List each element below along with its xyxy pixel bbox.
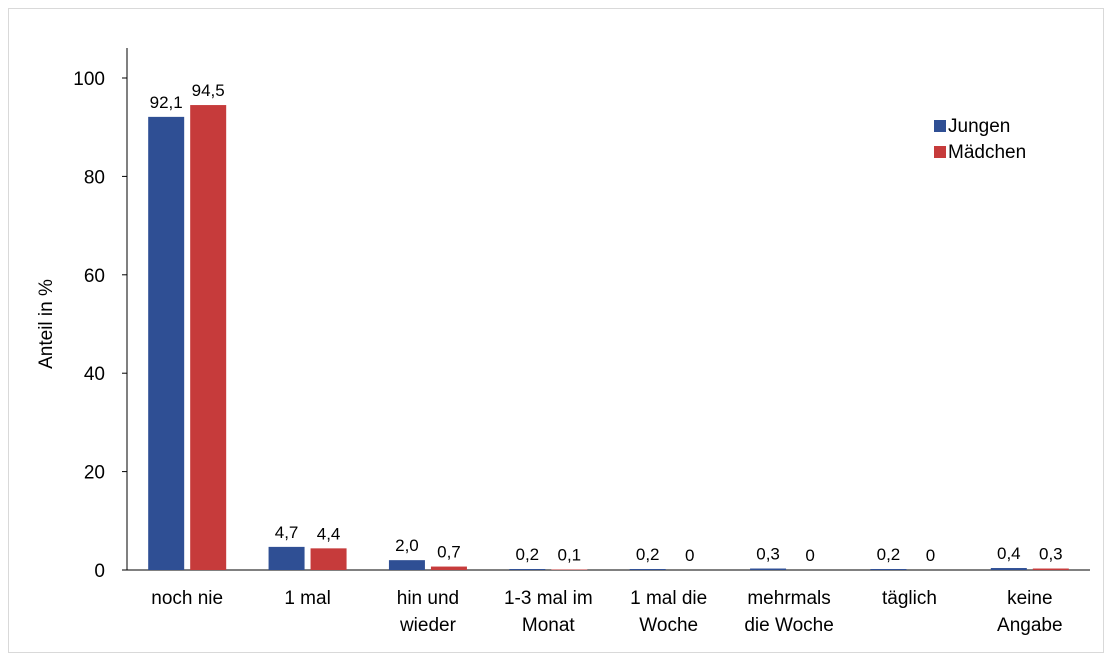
bar-jungen xyxy=(990,568,1027,570)
bar-maedchen xyxy=(1032,568,1069,570)
y-axis-label: Anteil in % xyxy=(36,279,57,369)
data-label: 0,2 xyxy=(877,545,901,564)
category-label: mehrmals die Woche xyxy=(744,588,833,636)
y-tick-label: 80 xyxy=(84,167,105,188)
legend-label: Mädchen xyxy=(948,142,1026,163)
bar-jungen xyxy=(509,569,546,570)
data-label: 0,7 xyxy=(437,543,461,562)
category-label: 1 mal xyxy=(284,588,330,609)
category-label: 1 mal die Woche xyxy=(630,588,707,636)
data-label: 0 xyxy=(685,546,694,565)
bar-jungen xyxy=(148,116,185,571)
bar-jungen xyxy=(870,569,907,570)
data-label: 0 xyxy=(926,546,935,565)
bar-maedchen xyxy=(430,566,467,570)
data-label: 0,3 xyxy=(756,545,780,564)
category-label: keine Angabe xyxy=(997,588,1063,636)
data-label: 94,5 xyxy=(192,81,225,100)
data-labels: 92,1 94,5 4,7 4,4 2,0 0,7 0,2 0,1 0,2 0 0,3 0 0,2 0 0,… xyxy=(150,81,1063,565)
category-label: hin und wieder xyxy=(397,588,459,636)
data-label: 0,3 xyxy=(1039,545,1063,564)
legend: Jungen Mädchen xyxy=(934,116,1026,163)
legend-label: Jungen xyxy=(948,116,1010,137)
bar-maedchen xyxy=(310,548,347,570)
category-label: 1-3 mal im Monat xyxy=(504,588,593,636)
data-label: 92,1 xyxy=(150,93,183,112)
category-labels: noch nie 1 mal hin und wieder 1-3 mal im Mona… xyxy=(151,588,1062,636)
data-label: 4,4 xyxy=(317,524,341,543)
data-label: 0,2 xyxy=(636,545,660,564)
data-label: 0 xyxy=(805,546,814,565)
legend-swatch xyxy=(934,120,946,132)
data-label: 0,2 xyxy=(515,545,539,564)
bar-maedchen xyxy=(190,105,227,570)
y-tick-label: 20 xyxy=(84,463,105,484)
y-tick-label: 0 xyxy=(94,561,105,582)
data-label: 0,4 xyxy=(997,544,1021,563)
bars xyxy=(148,105,1069,571)
data-label: 4,7 xyxy=(275,523,299,542)
bar-jungen xyxy=(268,546,305,570)
y-tick-label: 60 xyxy=(84,266,105,287)
data-label: 0,1 xyxy=(557,546,581,565)
bar-jungen xyxy=(750,568,787,570)
bar-jungen xyxy=(629,569,666,570)
y-tick-label: 100 xyxy=(73,69,105,90)
category-label: täglich xyxy=(882,588,937,609)
bar-jungen xyxy=(388,560,425,570)
y-tick-label: 40 xyxy=(84,364,105,385)
category-label: noch nie xyxy=(151,588,223,609)
legend-swatch xyxy=(934,146,946,158)
data-label: 2,0 xyxy=(395,536,419,555)
